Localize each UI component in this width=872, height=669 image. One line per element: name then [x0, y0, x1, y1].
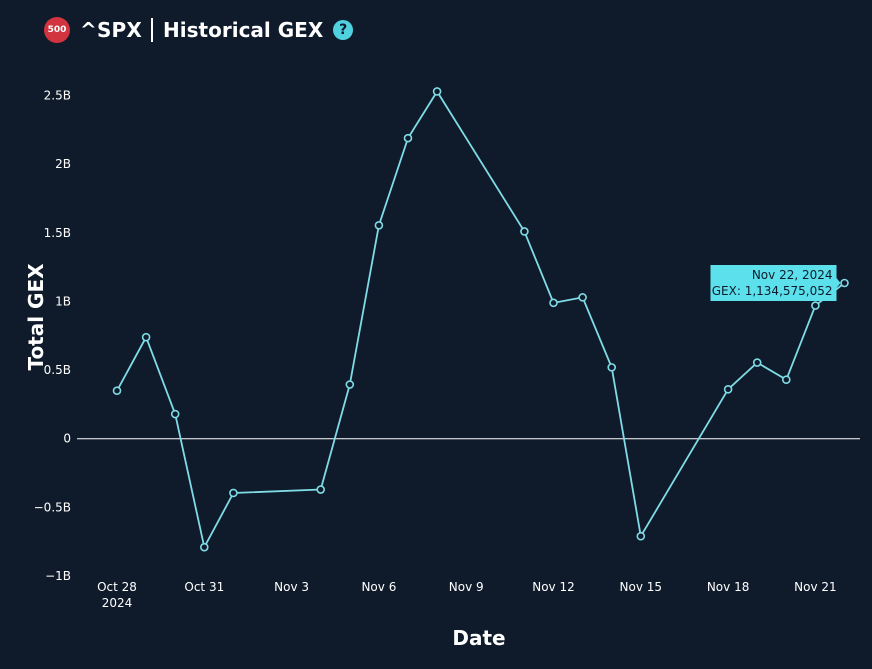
- data-point[interactable]: [840, 278, 849, 288]
- x-tick-label: Nov 21: [794, 580, 837, 594]
- y-tick-label: −0.5B: [34, 500, 71, 514]
- series-line: [116, 89, 846, 550]
- y-tick-label: 0: [63, 432, 71, 446]
- ticker-symbol: ^SPX: [80, 18, 143, 42]
- data-point[interactable]: [520, 227, 529, 236]
- sp500-badge-icon: 500: [44, 17, 70, 43]
- chart-header: 500 ^SPX Historical GEX ?: [44, 14, 354, 46]
- y-axis-title: Total GEX: [24, 263, 48, 371]
- tooltip-value: GEX: 1,134,575,052: [712, 284, 833, 298]
- x-tick-label: Oct 28: [97, 580, 137, 594]
- x-tick-label: Nov 15: [620, 580, 663, 594]
- data-point[interactable]: [607, 363, 617, 372]
- data-point[interactable]: [811, 301, 820, 310]
- y-tick-label: −1B: [45, 569, 71, 583]
- y-tick-label: 2.5B: [44, 89, 71, 103]
- x-tick-sublabel: 2024: [102, 596, 133, 610]
- data-point[interactable]: [112, 386, 122, 395]
- y-tick-label: 0.5B: [44, 363, 71, 377]
- x-axis-title: Date: [452, 626, 505, 650]
- data-point[interactable]: [374, 221, 384, 230]
- data-point[interactable]: [752, 358, 762, 367]
- x-tick-label: Oct 31: [184, 580, 224, 594]
- data-point[interactable]: [200, 542, 209, 552]
- x-tick-label: Nov 12: [532, 580, 575, 594]
- x-tick-label: Nov 9: [449, 580, 484, 594]
- data-point[interactable]: [781, 375, 791, 385]
- help-icon[interactable]: ?: [333, 20, 354, 40]
- tooltip-box: [710, 265, 837, 302]
- tooltip-pointer: [836, 278, 841, 289]
- x-tick-label: Nov 3: [274, 580, 309, 594]
- data-point[interactable]: [578, 293, 587, 302]
- data-point[interactable]: [229, 488, 238, 498]
- y-tick-label: 1.5B: [44, 226, 71, 240]
- data-point[interactable]: [723, 385, 733, 394]
- tooltip-date: Nov 22, 2024: [752, 268, 833, 282]
- y-tick-label: 1B: [55, 294, 71, 308]
- data-point[interactable]: [345, 380, 355, 389]
- data-point[interactable]: [170, 409, 180, 419]
- title-separator: [151, 18, 154, 42]
- data-point[interactable]: [549, 298, 558, 308]
- x-tick-label: Nov 6: [361, 580, 396, 594]
- data-point[interactable]: [432, 87, 442, 96]
- chart-title: Historical GEX: [163, 18, 324, 42]
- data-point[interactable]: [636, 531, 646, 541]
- hover-tooltip: Nov 22, 2024 GEX: 1,134,575,052: [710, 265, 841, 302]
- data-point[interactable]: [316, 485, 326, 494]
- y-tick-label: 2B: [55, 157, 71, 171]
- x-tick-label: Nov 18: [707, 580, 750, 594]
- data-point[interactable]: [403, 133, 413, 143]
- data-point[interactable]: [141, 332, 151, 342]
